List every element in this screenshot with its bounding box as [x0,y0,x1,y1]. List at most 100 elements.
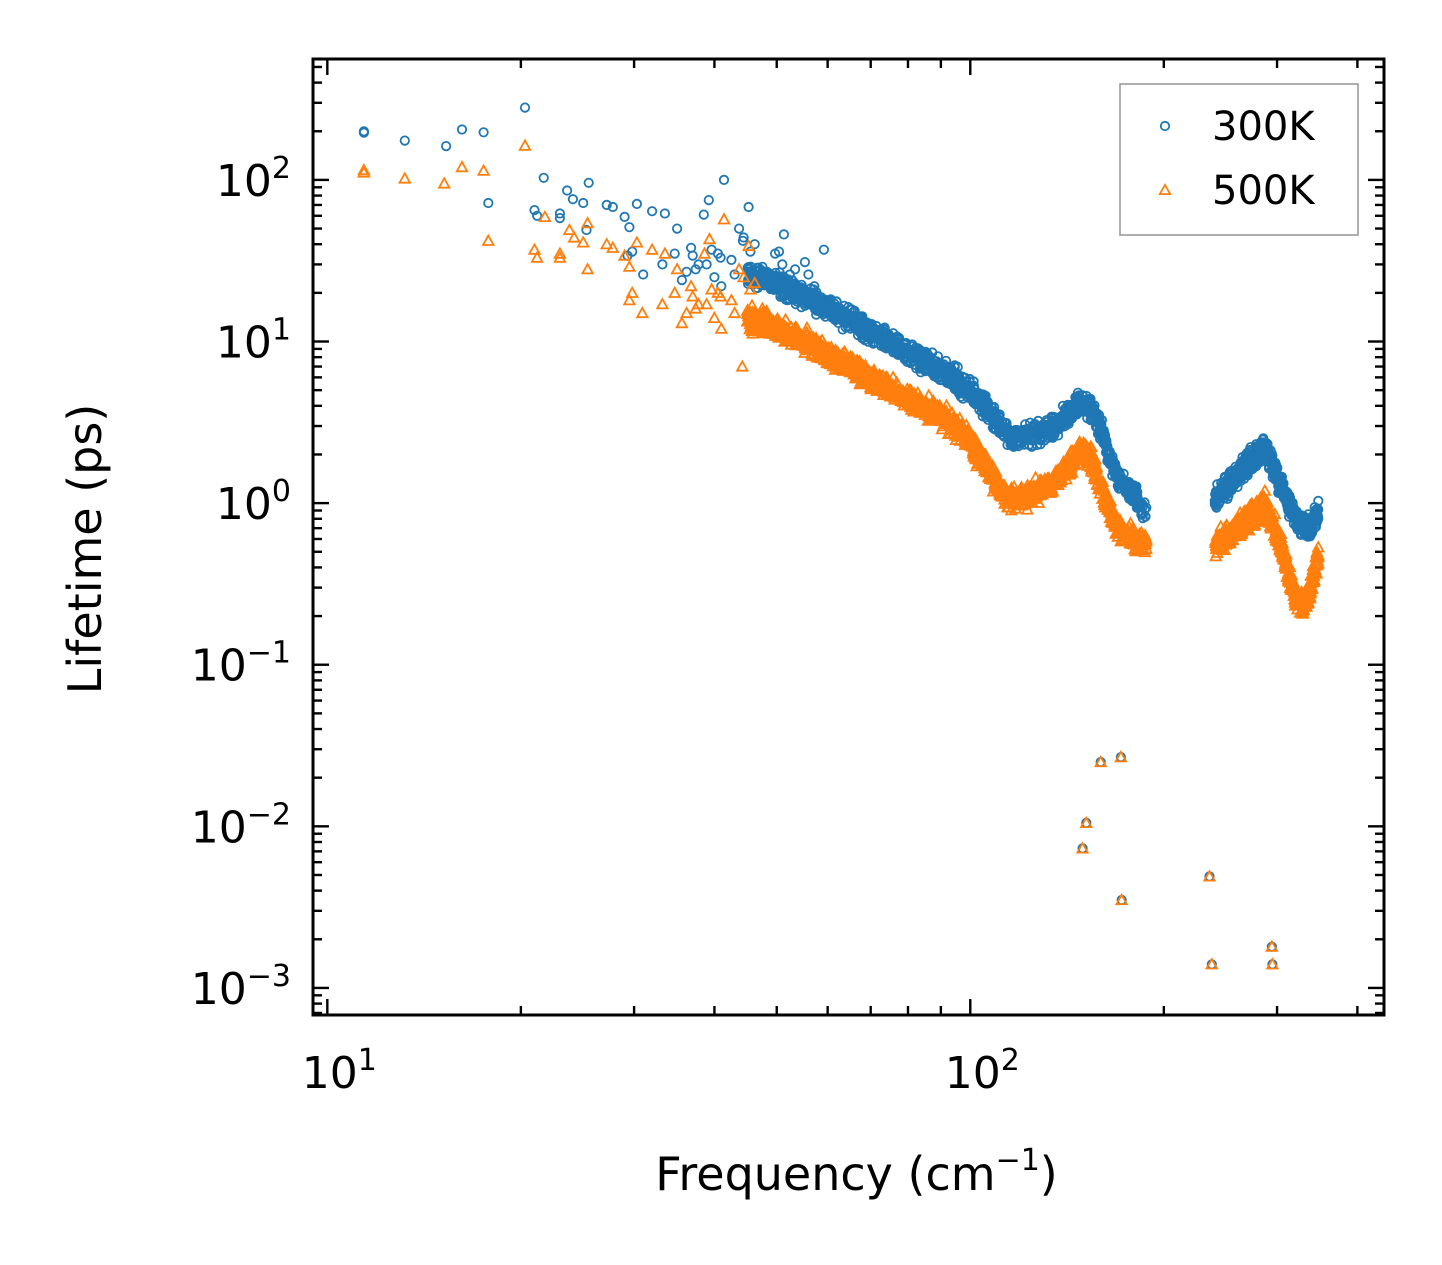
300K-point [399,135,410,146]
300K-point [743,201,754,213]
y-axis-title: Lifetime (ps) [58,404,112,695]
500K-point [398,171,412,184]
500K-point [717,212,731,225]
500K-point [553,246,567,259]
500K-point [1109,518,1123,531]
plot-area [357,102,1326,970]
300K-point [624,222,635,233]
500K-point [760,306,774,319]
300K-point [1244,445,1256,456]
500K-point [821,345,835,358]
500K-point [1114,892,1129,906]
500K-point [943,418,958,431]
500K-point [630,235,644,248]
300K-point [578,197,589,209]
500K-point [691,297,706,310]
500K-point [724,293,739,306]
500K-point [1019,492,1033,505]
500K-point [747,276,762,289]
300K-point [676,274,688,286]
legend-box [1119,83,1359,236]
500K-point [1311,547,1325,560]
300K-point [945,371,956,383]
300K-point [1263,452,1274,464]
300K-point [1047,413,1058,424]
300K-point [799,256,811,268]
500K-point [813,339,827,352]
500K-point [699,297,714,310]
500K-point [1248,510,1263,523]
300K-point [631,198,643,209]
500K-point [968,451,983,464]
300K-point [1214,489,1225,501]
500K-point [476,163,491,176]
300K-point [761,276,772,288]
300K-point [671,223,683,234]
500K-point [553,250,567,263]
500K-point [1254,501,1268,514]
300K-point [784,269,795,280]
500K-point [455,160,469,173]
500K-point [800,336,814,350]
300K-point [869,323,880,334]
300K-point [698,209,709,220]
500K-point [1118,532,1132,545]
x-tick-label: 102 [945,1043,1020,1099]
500K-point [1131,534,1145,547]
300K-point [1022,429,1034,440]
300K-point [657,259,668,270]
300K-point [1077,400,1088,411]
y-tick-label: 10−2 [191,797,291,853]
500K-point [736,270,751,283]
300K-point [554,213,566,224]
300K-point [818,244,830,255]
500K-point [1051,477,1065,491]
500K-point [1063,465,1078,478]
500K-point [855,375,870,388]
500K-point [562,222,577,236]
500K-point [576,235,590,248]
y-tick-label: 10−1 [191,636,291,692]
300K-point [1105,449,1116,460]
500K-point [1271,534,1286,547]
x-tick-label: 101 [302,1043,377,1099]
300K-point [456,124,468,135]
300K-point [561,185,573,196]
500K-point [1308,561,1322,575]
500K-point [658,246,672,259]
500K-point [1265,939,1279,952]
300K-point [1312,509,1323,521]
300K-point [581,224,592,236]
300K-point [687,250,698,261]
300K-point [716,281,727,292]
500K-point [758,314,773,327]
500K-point [1295,586,1309,599]
y-tick-label: 102 [216,151,291,207]
500K-point [1277,552,1291,565]
300K-point [1240,459,1251,470]
300K-point [814,299,825,310]
500K-point [606,240,620,253]
500K-point [1229,520,1243,533]
300K-point [1004,434,1015,445]
300K-point [669,248,680,259]
300K-point [980,408,991,419]
500K-point [1118,522,1133,536]
500K-point [920,399,934,412]
500K-point [1075,449,1089,463]
300K-point [767,275,778,286]
300K-point [879,322,890,333]
500K-point [1000,494,1015,507]
500K-point [735,359,750,372]
500K-point [923,408,938,421]
500K-point [901,393,915,406]
500K-point [1275,544,1289,557]
500K-point [860,371,875,385]
legend-marker-500K [1158,182,1172,196]
500K-point [969,442,984,456]
300K-point [567,194,579,205]
300K-point [777,259,788,270]
500K-point [655,297,670,310]
300K-point [733,223,745,234]
